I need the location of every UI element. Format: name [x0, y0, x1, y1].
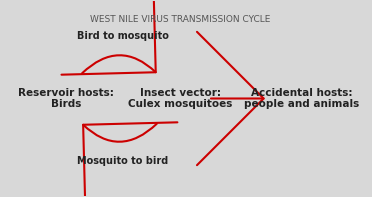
FancyArrowPatch shape	[61, 0, 156, 75]
Text: Bird to mosquito: Bird to mosquito	[77, 31, 169, 41]
Text: Mosquito to bird: Mosquito to bird	[77, 156, 169, 166]
Text: Insect vector:
Culex mosquitoes: Insect vector: Culex mosquitoes	[128, 88, 232, 109]
FancyArrowPatch shape	[197, 32, 264, 165]
FancyArrowPatch shape	[83, 122, 177, 197]
Text: Accidental hosts:
people and animals: Accidental hosts: people and animals	[244, 88, 359, 109]
Text: Reservoir hosts:
Birds: Reservoir hosts: Birds	[18, 88, 114, 109]
Text: WEST NILE VIRUS TRANSMISSION CYCLE: WEST NILE VIRUS TRANSMISSION CYCLE	[90, 15, 270, 24]
